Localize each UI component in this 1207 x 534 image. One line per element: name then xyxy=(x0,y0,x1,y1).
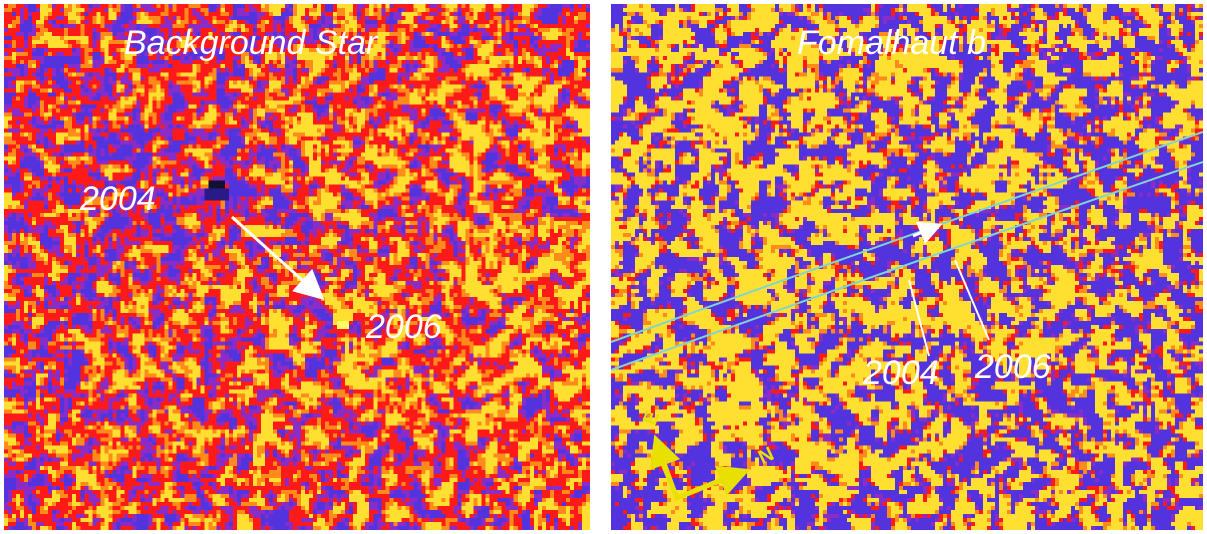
background-star-image xyxy=(4,4,590,530)
motion-arrow xyxy=(230,215,325,301)
label-2006: 2006 xyxy=(975,348,1051,386)
pointer-2004 xyxy=(908,279,930,357)
label-2006: 2006 xyxy=(366,308,442,346)
orbit-line-inner xyxy=(611,161,1203,371)
panel-title: Background Star xyxy=(124,24,378,62)
fomalhaut-b-panel: Fomalhaut b 2004 2006 E N xyxy=(611,4,1203,530)
motion-arrow xyxy=(912,221,943,244)
label-2004: 2004 xyxy=(863,354,939,392)
panel-title: Fomalhaut b xyxy=(797,24,986,62)
label-2004: 2004 xyxy=(80,180,156,218)
orbit-line-outer xyxy=(611,131,1203,343)
compass-arrows xyxy=(650,434,751,502)
fomalhaut-b-image xyxy=(611,4,1203,530)
background-star-overlay xyxy=(230,215,325,301)
fomalhaut-b-overlay xyxy=(611,131,1203,502)
background-star-panel: Background Star 2004 2006 xyxy=(4,4,590,530)
pointer-2006 xyxy=(954,259,990,341)
